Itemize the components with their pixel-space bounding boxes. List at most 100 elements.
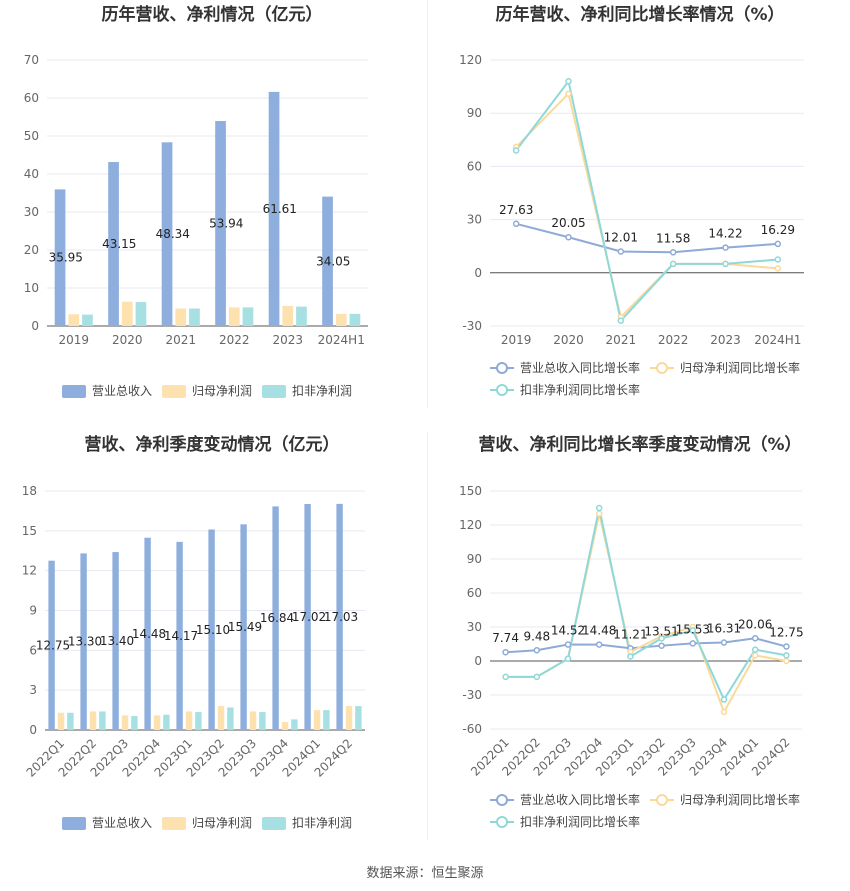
data-point: [720, 639, 728, 646]
bar-net-profit: [345, 706, 353, 730]
y-tick-label: 10: [24, 281, 39, 295]
legend-label: 营业总收入同比增长率: [520, 792, 640, 807]
data-point: [722, 260, 729, 268]
bar-net-profit: [249, 711, 257, 730]
data-label: 9.48: [523, 629, 550, 643]
legend-swatch: [62, 385, 86, 398]
bar-revenue: [215, 121, 226, 326]
y-tick-label: 3: [29, 683, 37, 697]
legend-label: 营业总收入: [92, 384, 152, 398]
legend-swatch-marker: [656, 794, 668, 806]
data-point: [689, 627, 697, 634]
data-source-label: 数据来源：恒生聚源: [366, 866, 484, 881]
data-point: [669, 249, 677, 256]
data-label: 15.10: [196, 623, 230, 637]
legend-swatch: [62, 817, 86, 830]
data-label: 13.40: [100, 634, 134, 648]
bar-net-profit: [175, 308, 187, 326]
data-point: [774, 265, 782, 272]
legend-label: 扣非净利润: [292, 384, 352, 398]
quarterly-revenue-profit-chart: 营收、净利季度变动情况（亿元） 0 3 6 9 12 15 18 2022Q1 2022Q2 202…: [0, 430, 425, 850]
bar-deducted-profit: [242, 307, 254, 326]
bar-net-profit: [68, 314, 80, 326]
panel-divider-top: [427, 0, 428, 408]
bar-revenue: [208, 529, 215, 730]
y-tick-label: -30: [462, 319, 482, 333]
data-label: 53.94: [209, 217, 243, 231]
y-tick-label: 30: [467, 620, 482, 634]
legend-label: 营业总收入: [92, 816, 152, 830]
bar-revenue: [336, 503, 343, 730]
series-line-deducted-profit: [515, 78, 778, 323]
legend-swatch-marker: [496, 816, 508, 828]
x-tick-label: 2022: [219, 333, 250, 347]
y-tick-label: 12: [22, 564, 37, 578]
bar-deducted-profit: [195, 712, 202, 730]
y-tick-label: -60: [462, 722, 482, 736]
bar-net-profit: [228, 307, 240, 326]
data-label: 27.63: [499, 203, 533, 217]
legend-label: 归母净利润同比增长率: [680, 792, 800, 807]
bar-deducted-profit: [227, 707, 234, 730]
bar-net-profit: [57, 712, 65, 730]
y-tick-label: 60: [467, 586, 482, 600]
bar-deducted-profit: [349, 313, 361, 326]
data-point: [617, 248, 625, 255]
quarterly-growth-rate-svg: 营收、净利同比增长率季度变动情况（%） -60 -30 0 30 60 90 120 150 20…: [459, 434, 803, 829]
bar-net-profit: [335, 313, 347, 326]
data-point: [595, 510, 603, 517]
bar-deducted-profit: [259, 712, 266, 730]
x-tick-label: 2020: [553, 333, 584, 347]
y-tick-label: 15: [22, 524, 37, 538]
x-tick-label: 2019: [58, 333, 89, 347]
data-label: 12.01: [604, 231, 638, 245]
annual-revenue-profit-chart: 历年营收、净利情况（亿元） 0 10 20 30 40 50 60 70 2019 2020 2021…: [0, 0, 425, 410]
data-label: 15.49: [228, 620, 262, 634]
bar-net-profit: [282, 305, 294, 326]
data-label: 20.05: [551, 216, 585, 230]
legend-swatch: [262, 817, 286, 830]
quarterly-revenue-profit-svg: 营收、净利季度变动情况（亿元）03691215182022Q12022Q2202…: [22, 434, 365, 830]
y-tick-label: 0: [31, 319, 39, 333]
legend-label: 营业总收入同比增长率: [520, 360, 640, 375]
y-tick-label: 150: [459, 484, 482, 498]
bar-revenue: [144, 537, 151, 730]
data-label: 14.52: [551, 624, 585, 638]
data-label: 17.03: [324, 610, 358, 624]
y-tick-label: 9: [29, 604, 37, 618]
x-tick-label: 2021: [606, 333, 637, 347]
data-point: [565, 78, 572, 85]
y-tick-label: 0: [474, 654, 482, 668]
bar-revenue: [80, 553, 87, 730]
y-tick-label: 0: [29, 723, 37, 737]
legend-swatch-marker: [656, 362, 668, 374]
bar-deducted-profit: [323, 710, 330, 730]
bar-revenue: [112, 552, 119, 730]
bar-deducted-profit: [131, 716, 138, 730]
data-point: [669, 260, 677, 268]
data-point: [502, 648, 509, 656]
data-point: [751, 652, 759, 659]
series-line-revenue: [515, 222, 778, 254]
data-label: 17.02: [292, 610, 326, 624]
y-tick-label: 30: [467, 213, 482, 227]
data-label: 14.22: [708, 227, 742, 241]
y-tick-label: 60: [467, 159, 482, 173]
x-tick-label: 2020: [112, 333, 143, 347]
bar-net-profit: [185, 711, 193, 730]
legend-swatch: [162, 817, 186, 830]
series-line-net-profit: [515, 91, 778, 320]
data-label: 14.48: [132, 627, 166, 641]
chart-title: 营收、净利季度变动情况（亿元）: [85, 434, 340, 455]
x-tick-label: 2023: [272, 333, 303, 347]
data-label: 12.75: [769, 626, 803, 640]
data-label: 48.34: [156, 227, 190, 241]
data-point: [595, 641, 603, 648]
data-point: [564, 655, 572, 662]
bar-deducted-profit: [99, 711, 106, 730]
annual-revenue-profit-svg: 历年营收、净利情况（亿元） 0 10 20 30 40 50 60 70 2019 2020 2021…: [24, 4, 368, 398]
data-point: [617, 317, 625, 324]
data-point: [774, 240, 782, 248]
data-label: 43.15: [102, 237, 136, 251]
data-label: 13.51: [644, 625, 678, 639]
